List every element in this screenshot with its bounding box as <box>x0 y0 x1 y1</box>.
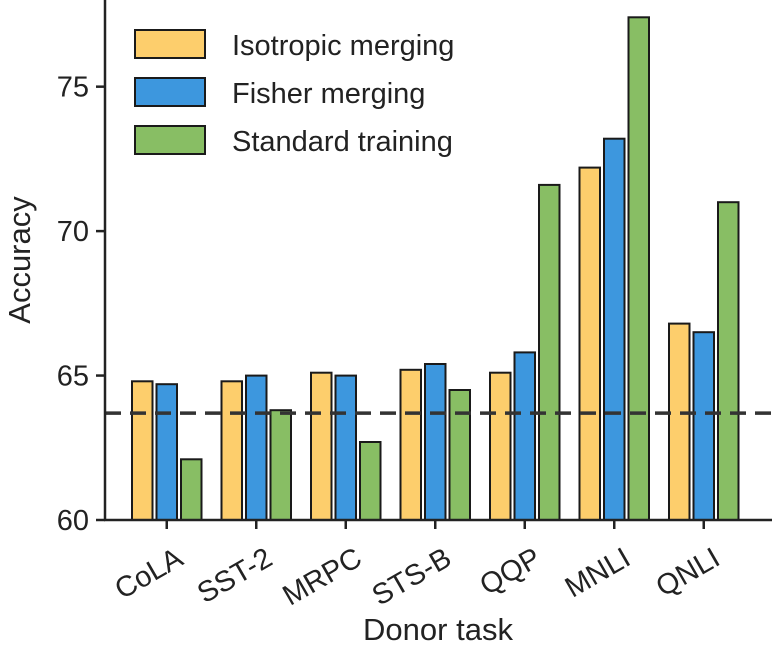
legend-swatch-fisher-merging <box>134 77 206 107</box>
y-tick-label: 70 <box>57 216 89 248</box>
y-tick-label: 65 <box>57 361 89 393</box>
bar-qqp-fisher-merging <box>513 351 536 521</box>
bar-mrpc-fisher-merging <box>334 374 357 521</box>
bar-mnli-fisher-merging <box>603 137 626 521</box>
bar-sts-b-isotropic-merging <box>399 368 422 521</box>
bar-sts-b-standard-training <box>448 389 471 521</box>
y-tick-label: 60 <box>57 505 89 537</box>
bar-mrpc-standard-training <box>359 441 382 521</box>
x-tick-label-mnli: MNLI <box>560 542 636 604</box>
bars-group <box>131 16 740 522</box>
legend-label-fisher-merging: Fisher merging <box>232 78 425 110</box>
x-tick-label-qqp: QQP <box>475 542 547 602</box>
bar-cola-fisher-merging <box>155 383 178 522</box>
bar-sts-b-fisher-merging <box>424 363 447 521</box>
bar-qqp-standard-training <box>538 183 561 521</box>
bar-qnli-standard-training <box>717 201 740 521</box>
y-axis-title: Accuracy <box>2 196 37 324</box>
x-tick-label-cola: CoLA <box>110 542 189 606</box>
bar-qnli-fisher-merging <box>692 331 715 522</box>
legend-swatch-isotropic-merging <box>134 29 206 59</box>
x-axis-title: Donor task <box>363 612 513 647</box>
bar-mnli-standard-training <box>627 16 650 522</box>
bar-sst-2-isotropic-merging <box>220 380 243 521</box>
x-tick-label-mrpc: MRPC <box>277 542 367 612</box>
x-tick-label-qnli: QNLI <box>651 542 726 604</box>
bar-sst-2-fisher-merging <box>245 374 268 521</box>
bar-mnli-isotropic-merging <box>578 166 601 521</box>
x-tick-label-sst-2: SST-2 <box>192 542 278 610</box>
bar-cola-standard-training <box>180 458 203 521</box>
legend-label-isotropic-merging: Isotropic merging <box>232 30 454 62</box>
y-ticks-group: 60 65 70 75 <box>57 72 105 537</box>
bar-sst-2-standard-training <box>269 409 292 522</box>
x-ticks-group: CoLA SST-2 MRPC STS-B QQP MNLI QNLI <box>110 520 726 612</box>
bar-qnli-isotropic-merging <box>668 322 691 521</box>
bar-cola-isotropic-merging <box>131 380 154 521</box>
bar-mrpc-isotropic-merging <box>310 371 333 522</box>
bar-qqp-isotropic-merging <box>489 371 512 522</box>
y-tick-label: 75 <box>57 72 89 104</box>
legend: Isotropic merging Fisher merging Standard … <box>134 29 454 158</box>
legend-label-standard-training: Standard training <box>232 126 453 158</box>
x-tick-label-sts-b: STS-B <box>367 542 457 612</box>
legend-swatch-standard-training <box>134 125 206 155</box>
